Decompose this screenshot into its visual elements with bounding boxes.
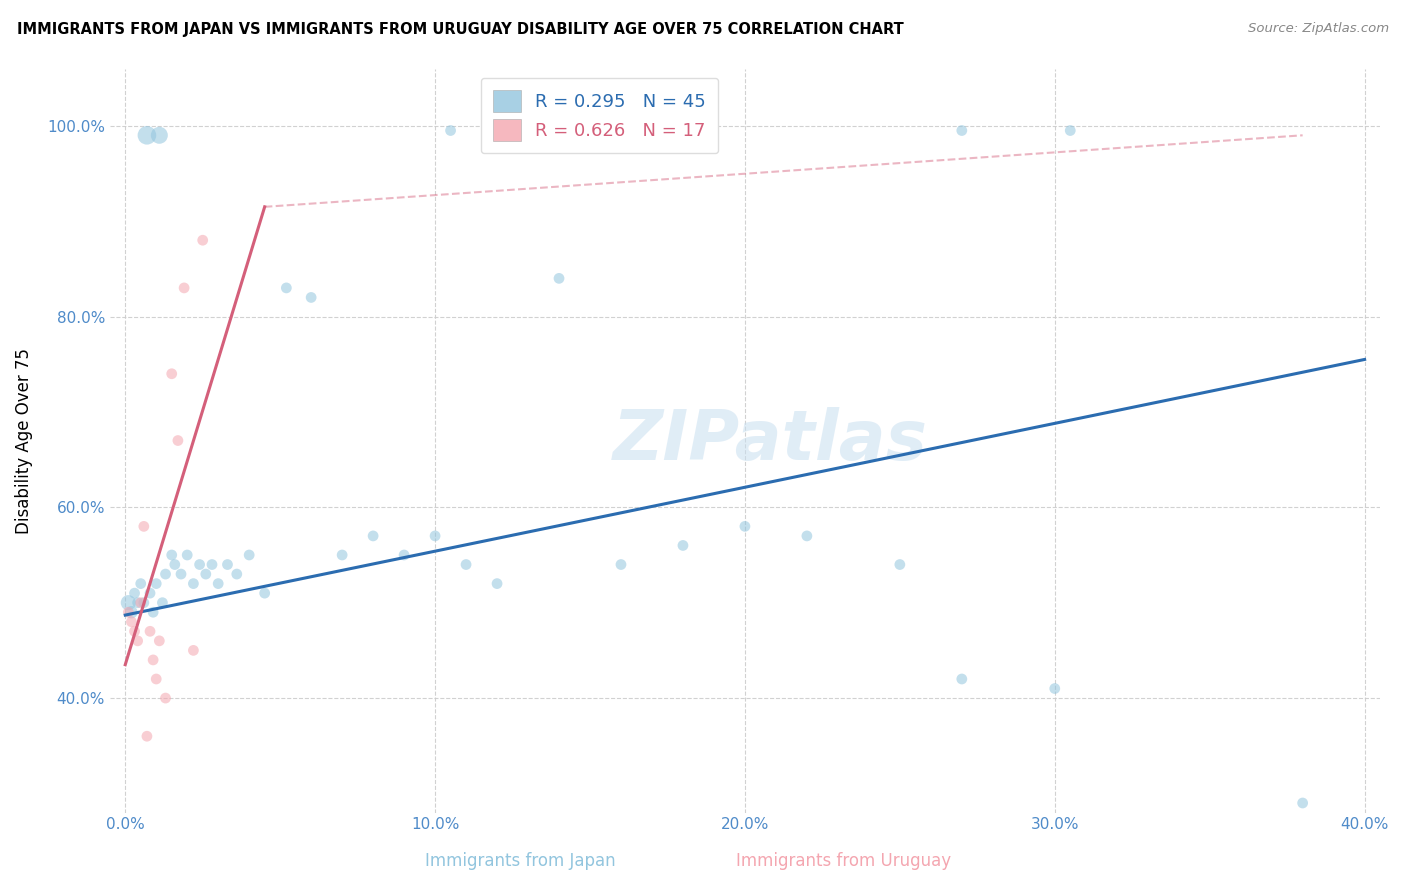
- Point: [1198, 834, 1220, 848]
- Point: [163, 558, 186, 572]
- Point: [439, 123, 461, 137]
- Point: [145, 672, 167, 686]
- Text: ZIPatlas: ZIPatlas: [613, 407, 928, 474]
- Point: [124, 586, 146, 600]
- Point: [454, 558, 477, 572]
- Point: [160, 548, 183, 562]
- Point: [127, 633, 149, 648]
- Point: [155, 691, 177, 706]
- Point: [124, 624, 146, 639]
- Legend: R = 0.295   N = 45, R = 0.626   N = 17: R = 0.295 N = 45, R = 0.626 N = 17: [481, 78, 718, 153]
- Point: [132, 519, 155, 533]
- Point: [129, 596, 152, 610]
- Point: [734, 519, 756, 533]
- Point: [183, 643, 205, 657]
- Point: [176, 548, 198, 562]
- Text: Immigrants from Uruguay: Immigrants from Uruguay: [735, 852, 952, 870]
- Point: [132, 596, 155, 610]
- Point: [889, 558, 911, 572]
- Point: [120, 605, 142, 619]
- Text: Source: ZipAtlas.com: Source: ZipAtlas.com: [1249, 22, 1389, 36]
- Point: [225, 567, 247, 582]
- Point: [1291, 796, 1313, 810]
- Text: Immigrants from Japan: Immigrants from Japan: [425, 852, 616, 870]
- Point: [610, 558, 633, 572]
- Text: IMMIGRANTS FROM JAPAN VS IMMIGRANTS FROM URUGUAY DISABILITY AGE OVER 75 CORRELAT: IMMIGRANTS FROM JAPAN VS IMMIGRANTS FROM…: [17, 22, 904, 37]
- Point: [139, 586, 162, 600]
- Point: [392, 548, 415, 562]
- Point: [194, 567, 217, 582]
- Point: [136, 729, 159, 743]
- Point: [253, 586, 276, 600]
- Point: [672, 538, 695, 552]
- Point: [142, 653, 165, 667]
- Point: [217, 558, 239, 572]
- Point: [155, 567, 177, 582]
- Point: [201, 558, 224, 572]
- Point: [173, 281, 195, 295]
- Point: [276, 281, 298, 295]
- Point: [117, 596, 139, 610]
- Point: [207, 576, 229, 591]
- Point: [1354, 815, 1376, 830]
- Point: [361, 529, 384, 543]
- Point: [148, 633, 170, 648]
- Point: [564, 123, 586, 137]
- Point: [191, 233, 214, 247]
- Point: [117, 605, 139, 619]
- Point: [148, 128, 170, 143]
- Point: [548, 271, 571, 285]
- Point: [152, 596, 174, 610]
- Point: [950, 672, 973, 686]
- Point: [145, 576, 167, 591]
- Point: [1043, 681, 1066, 696]
- Point: [183, 576, 205, 591]
- Point: [188, 558, 211, 572]
- Point: [136, 128, 159, 143]
- Point: [238, 548, 260, 562]
- Point: [299, 290, 322, 304]
- Point: [486, 576, 509, 591]
- Point: [139, 624, 162, 639]
- Point: [330, 548, 353, 562]
- Point: [127, 596, 149, 610]
- Point: [170, 567, 193, 582]
- Point: [950, 123, 973, 137]
- Point: [160, 367, 183, 381]
- Point: [1059, 123, 1081, 137]
- Point: [142, 605, 165, 619]
- Point: [129, 576, 152, 591]
- Point: [796, 529, 818, 543]
- Y-axis label: Disability Age Over 75: Disability Age Over 75: [15, 348, 32, 533]
- Point: [120, 615, 142, 629]
- Point: [423, 529, 446, 543]
- Point: [167, 434, 190, 448]
